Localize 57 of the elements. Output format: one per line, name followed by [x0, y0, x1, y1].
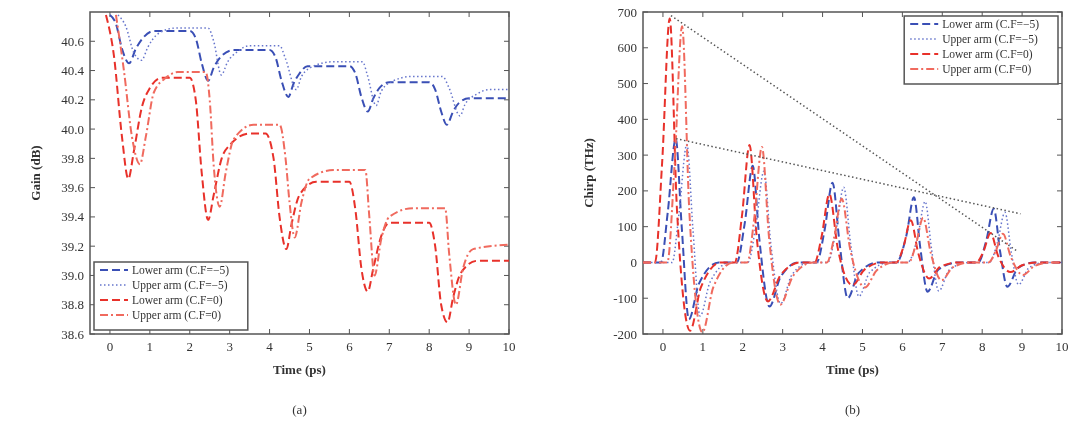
y-tick-label: 39.8 [61, 150, 84, 166]
y-tick-label: 39.4 [61, 209, 85, 225]
legend-label: Upper arm (C.F=0) [942, 63, 1032, 76]
x-tick-label: 1 [146, 339, 154, 354]
x-tick-label: 0 [659, 339, 667, 354]
y-axis-title: Gain (dB) [28, 145, 43, 201]
x-tick-label: 1 [699, 339, 707, 354]
x-tick-label: 4 [266, 339, 274, 354]
x-tick-label: 7 [939, 339, 947, 354]
y-tick-label: 40.2 [61, 92, 84, 108]
legend-label: Upper arm (C.F=−5) [942, 33, 1039, 46]
text: (b) [844, 402, 861, 417]
x-tick-label: 9 [1018, 339, 1026, 354]
y-tick-label: 0 [630, 254, 637, 270]
legend-label: Lower arm (C.F=0) [132, 294, 223, 307]
y-tick-label: -100 [613, 290, 637, 306]
y-tick-label: 38.6 [61, 326, 85, 342]
x-tick-label: 0 [106, 339, 114, 354]
x-tick-label: 6 [899, 339, 907, 354]
y-tick-label: 40.6 [61, 33, 85, 49]
text: (a) [292, 402, 307, 417]
y-tick-label: -200 [613, 326, 637, 342]
x-tick-label: 3 [779, 339, 786, 354]
legend-label: Upper arm (C.F=−5) [132, 279, 228, 292]
y-tick-label: 700 [617, 4, 637, 20]
x-tick-label: 10 [502, 339, 516, 354]
y-tick-label: 200 [617, 183, 637, 199]
x-tick-label: 3 [226, 339, 233, 354]
y-tick-label: 39.6 [61, 180, 85, 196]
x-tick-label: 8 [978, 339, 986, 354]
y-tick-label: 600 [617, 40, 637, 56]
x-tick-label: 8 [425, 339, 433, 354]
legend-label: Lower arm (C.F=−5) [942, 18, 1040, 31]
x-tick-label: 4 [819, 339, 827, 354]
y-tick-label: 100 [617, 219, 637, 235]
legend-label: Lower arm (C.F=−5) [132, 264, 230, 277]
x-tick-label: 2 [186, 339, 194, 354]
y-tick-label: 400 [617, 111, 637, 127]
y-axis-title: Chirp (THz) [581, 138, 596, 208]
y-tick-label: 38.8 [61, 297, 84, 313]
x-tick-label: 10 [1055, 339, 1069, 354]
y-tick-label: 39.2 [61, 238, 84, 254]
x-tick-label: 5 [306, 339, 313, 354]
x-tick-label: 9 [465, 339, 473, 354]
y-tick-label: 40.4 [61, 63, 85, 79]
x-tick-label: 5 [859, 339, 866, 354]
x-tick-label: 2 [739, 339, 747, 354]
x-tick-label: 6 [346, 339, 354, 354]
y-tick-label: 40.0 [61, 121, 84, 137]
legend-label: Upper arm (C.F=0) [132, 309, 222, 322]
y-tick-label: 39.0 [61, 268, 84, 283]
x-axis-title: Time (ps) [826, 362, 879, 377]
x-axis-title: Time (ps) [273, 362, 326, 377]
legend-label: Lower arm (C.F=0) [942, 48, 1033, 61]
y-tick-label: 500 [617, 76, 637, 92]
x-tick-label: 7 [386, 339, 394, 354]
y-tick-label: 300 [617, 147, 637, 163]
